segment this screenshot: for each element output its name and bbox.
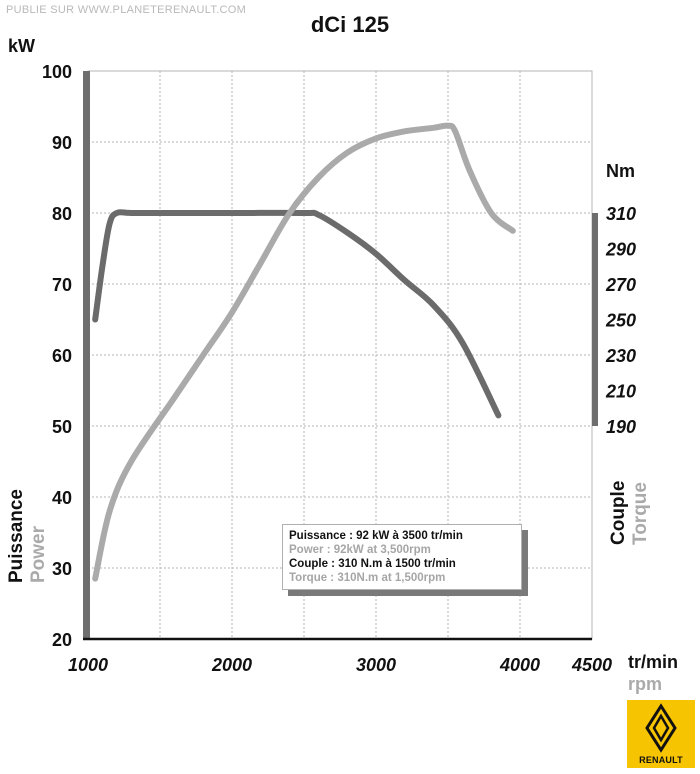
axis-labels: 20 30 40 50 60 70 80 90 100 190 210 230 250 270 290 310… — [6, 36, 678, 694]
y-left-tick-label: 60 — [52, 346, 72, 366]
x-tick-label: 1000 — [68, 655, 108, 675]
y-left-tick-label: 100 — [42, 62, 72, 82]
power-curve — [92, 122, 516, 582]
left-axis-bar — [83, 71, 90, 639]
y-left-tick-label: 30 — [52, 559, 72, 579]
legend-power-en: Power : 92kW at 3,500rpm — [289, 544, 431, 556]
y-right-tick-label: 250 — [605, 311, 636, 331]
renault-logo: RENAULT — [627, 700, 695, 768]
y-right-tick-label: 190 — [606, 417, 636, 437]
y-left-unit: kW — [8, 36, 35, 56]
chart-title: dCi 125 — [310, 12, 390, 37]
torque-curve — [92, 209, 502, 419]
x-axis-label-fr: tr/min — [628, 652, 678, 672]
y-right-unit: Nm — [606, 161, 635, 181]
y-right-tick-label: 210 — [605, 382, 636, 402]
renault-diamond-icon — [645, 703, 677, 753]
y-right-tick-label: 310 — [606, 204, 636, 224]
legend-torque-fr: Couple : 310 N.m à 1500 tr/min — [289, 558, 456, 570]
y-left-tick-label: 90 — [52, 133, 72, 153]
legend-power-fr: Puissance : 92 kW à 3500 tr/min — [289, 530, 463, 542]
y-right-tick-label: 230 — [605, 346, 636, 366]
x-axis-label-en: rpm — [628, 674, 662, 694]
x-tick-label: 2000 — [211, 655, 252, 675]
logo-text: RENAULT — [639, 755, 683, 765]
y-left-tick-label: 50 — [52, 417, 72, 437]
y-right-tick-label: 290 — [605, 240, 636, 260]
x-tick-label: 4000 — [499, 655, 540, 675]
y-right-title-en: Torque — [630, 482, 651, 545]
y-right-title-fr: Couple — [608, 481, 629, 545]
x-tick-label: 4500 — [571, 655, 612, 675]
axes — [83, 71, 598, 641]
watermark-text: PUBLIE SUR WWW.PLANETERENAULT.COM — [6, 4, 247, 16]
y-left-tick-label: 20 — [52, 630, 72, 650]
y-left-tick-label: 40 — [52, 488, 72, 508]
y-left-title-en: Power — [28, 525, 49, 583]
y-left-title-fr: Puissance — [6, 489, 27, 583]
y-right-tick-label: 270 — [605, 275, 636, 295]
x-tick-label: 3000 — [356, 655, 396, 675]
y-left-tick-label: 70 — [52, 275, 72, 295]
legend-torque-en: Torque : 310N.m at 1,500rpm — [289, 572, 446, 584]
legend-box: Puissance : 92 kW à 3500 tr/min Power : … — [282, 524, 522, 590]
right-axis-bar — [592, 213, 598, 426]
y-left-tick-label: 80 — [52, 204, 72, 224]
series — [92, 122, 516, 582]
